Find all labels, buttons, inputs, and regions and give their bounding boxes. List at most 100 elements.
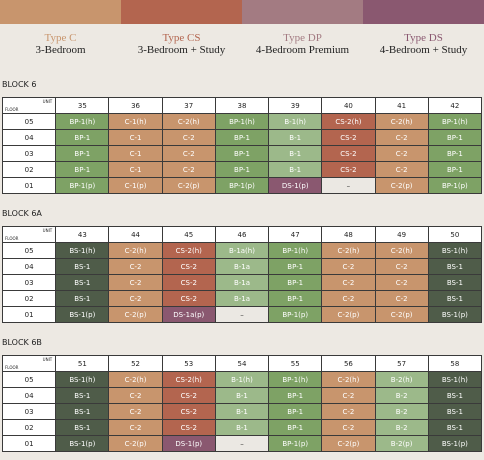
unit-type: DS-1(p) bbox=[161, 435, 216, 452]
unit-type: BP-1(h) bbox=[55, 113, 110, 130]
unit-table: UNIT FLOOR 51 52 53 54 55 56 57 58 05 BS-1(h) C-2(h)… bbox=[1, 355, 483, 452]
unit-type: CS-2 bbox=[321, 129, 376, 146]
floor-number: 04 bbox=[1, 129, 57, 146]
unit-type: B-1 bbox=[214, 419, 270, 436]
unit-type: – bbox=[214, 435, 270, 452]
legend-swatch bbox=[242, 0, 363, 24]
unit-type: CS-2(h) bbox=[321, 113, 376, 130]
block-name: BLOCK 6 bbox=[2, 80, 37, 89]
unit-type: BP-1(h) bbox=[427, 113, 483, 130]
unit-type: BP-1(h) bbox=[214, 113, 270, 130]
unit-type: BP-1(p) bbox=[214, 177, 270, 194]
unit-number: 58 bbox=[427, 355, 483, 372]
floor-row: 03 BP-1 C-1 C-2 BP-1 B-1 CS-2 C-2 BP-1 bbox=[1, 145, 483, 162]
unit-number: 49 bbox=[374, 226, 429, 243]
floor-row: 02 BS-1 C-2 CS-2 B-1a BP-1 C-2 C-2 BS-1 bbox=[1, 290, 483, 307]
unit-type: C-2 bbox=[321, 290, 376, 307]
unit-type: C-2(p) bbox=[374, 306, 429, 323]
floor-row: 02 BS-1 C-2 CS-2 B-1 BP-1 C-2 B-2 BS-1 bbox=[1, 419, 483, 436]
unit-number: 51 bbox=[55, 355, 110, 372]
unit-type: C-2 bbox=[374, 290, 429, 307]
unit-type: BP-1 bbox=[427, 145, 483, 162]
unit-number: 52 bbox=[108, 355, 163, 372]
unit-number: 47 bbox=[268, 226, 323, 243]
unit-type: C-1(p) bbox=[108, 177, 163, 194]
unit-type: C-2 bbox=[321, 258, 376, 275]
floor-row: 04 BP-1 C-1 C-2 BP-1 B-1 CS-2 C-2 BP-1 bbox=[1, 129, 483, 146]
unit-number: 45 bbox=[161, 226, 216, 243]
unit-type: C-2(p) bbox=[108, 306, 163, 323]
unit-type: B-1(h) bbox=[268, 113, 323, 130]
unit-type: BS-1 bbox=[427, 290, 483, 307]
unit-type: C-2(h) bbox=[374, 242, 429, 259]
floor-number: 02 bbox=[1, 161, 57, 178]
unit-type: CS-2 bbox=[321, 161, 376, 178]
unit-type: CS-2 bbox=[321, 145, 376, 162]
floor-label: FLOOR bbox=[5, 236, 19, 241]
floor-row: 04 BS-1 C-2 CS-2 B-1a BP-1 C-2 C-2 BS-1 bbox=[1, 258, 483, 275]
floor-label: FLOOR bbox=[5, 107, 19, 112]
legend-subtitle: 3-Bedroom bbox=[35, 44, 86, 56]
floor-number: 01 bbox=[1, 306, 57, 323]
legend-subtitle: 4-Bedroom Premium bbox=[255, 44, 350, 56]
unit-label: UNIT bbox=[42, 99, 53, 104]
unit-type: C-2(h) bbox=[374, 113, 429, 130]
unit-number: 54 bbox=[214, 355, 270, 372]
legend-item: Type DS 4-Bedroom + Study bbox=[363, 0, 484, 60]
corner-cell: UNIT FLOOR bbox=[1, 97, 57, 114]
unit-number: 41 bbox=[374, 97, 429, 114]
unit-type: B-2 bbox=[374, 387, 429, 404]
unit-type: BS-1 bbox=[427, 258, 483, 275]
unit-type: B-2(h) bbox=[374, 371, 429, 388]
unit-number: 38 bbox=[214, 97, 270, 114]
unit-type: BP-1 bbox=[268, 403, 323, 420]
legend-swatch bbox=[0, 0, 121, 24]
unit-type: BP-1(p) bbox=[427, 177, 483, 194]
legend-title: Type C bbox=[44, 32, 77, 44]
block-name: BLOCK 6A bbox=[2, 209, 42, 218]
unit-type: CS-2 bbox=[161, 387, 216, 404]
unit-number: 55 bbox=[268, 355, 323, 372]
unit-type: C-1 bbox=[108, 161, 163, 178]
unit-type: BP-1(p) bbox=[268, 306, 323, 323]
unit-type: BS-1 bbox=[55, 290, 110, 307]
unit-type: C-2 bbox=[374, 161, 429, 178]
unit-type: BS-1(p) bbox=[55, 435, 110, 452]
unit-type: BS-1 bbox=[427, 419, 483, 436]
unit-number: 42 bbox=[427, 97, 483, 114]
unit-number: 44 bbox=[108, 226, 163, 243]
unit-type: CS-2 bbox=[161, 258, 216, 275]
unit-type: C-2(p) bbox=[321, 435, 376, 452]
unit-type: BP-1(p) bbox=[55, 177, 110, 194]
block-name: BLOCK 6B bbox=[2, 338, 42, 347]
unit-type: BP-1 bbox=[268, 387, 323, 404]
legend-subtitle: 3-Bedroom + Study bbox=[137, 44, 226, 56]
unit-type: BP-1 bbox=[214, 129, 270, 146]
unit-type: CS-2 bbox=[161, 290, 216, 307]
unit-type: B-2(p) bbox=[374, 435, 429, 452]
floor-number: 01 bbox=[1, 435, 57, 452]
unit-type: B-1a bbox=[214, 290, 270, 307]
unit-type: C-2(p) bbox=[161, 177, 216, 194]
unit-type: C-2 bbox=[161, 145, 216, 162]
unit-type: C-2(p) bbox=[321, 306, 376, 323]
unit-type: BS-1 bbox=[55, 387, 110, 404]
unit-type: C-2 bbox=[374, 129, 429, 146]
unit-type: C-2 bbox=[374, 274, 429, 291]
unit-number: 40 bbox=[321, 97, 376, 114]
unit-number: 50 bbox=[427, 226, 483, 243]
unit-type: BS-1 bbox=[427, 387, 483, 404]
floor-label: FLOOR bbox=[5, 365, 19, 370]
unit-type: BS-1(p) bbox=[427, 306, 483, 323]
floor-number: 02 bbox=[1, 290, 57, 307]
unit-type: C-2 bbox=[321, 403, 376, 420]
floor-row: 03 BS-1 C-2 CS-2 B-1a BP-1 C-2 C-2 BS-1 bbox=[1, 274, 483, 291]
floor-row: 02 BP-1 C-1 C-2 BP-1 B-1 CS-2 C-2 BP-1 bbox=[1, 161, 483, 178]
unit-type: CS-2 bbox=[161, 403, 216, 420]
unit-type: C-1 bbox=[108, 129, 163, 146]
unit-type: B-2 bbox=[374, 403, 429, 420]
unit-type: C-2 bbox=[374, 258, 429, 275]
unit-type: B-1 bbox=[214, 387, 270, 404]
unit-number: 35 bbox=[55, 97, 110, 114]
unit-type: BS-1 bbox=[55, 419, 110, 436]
